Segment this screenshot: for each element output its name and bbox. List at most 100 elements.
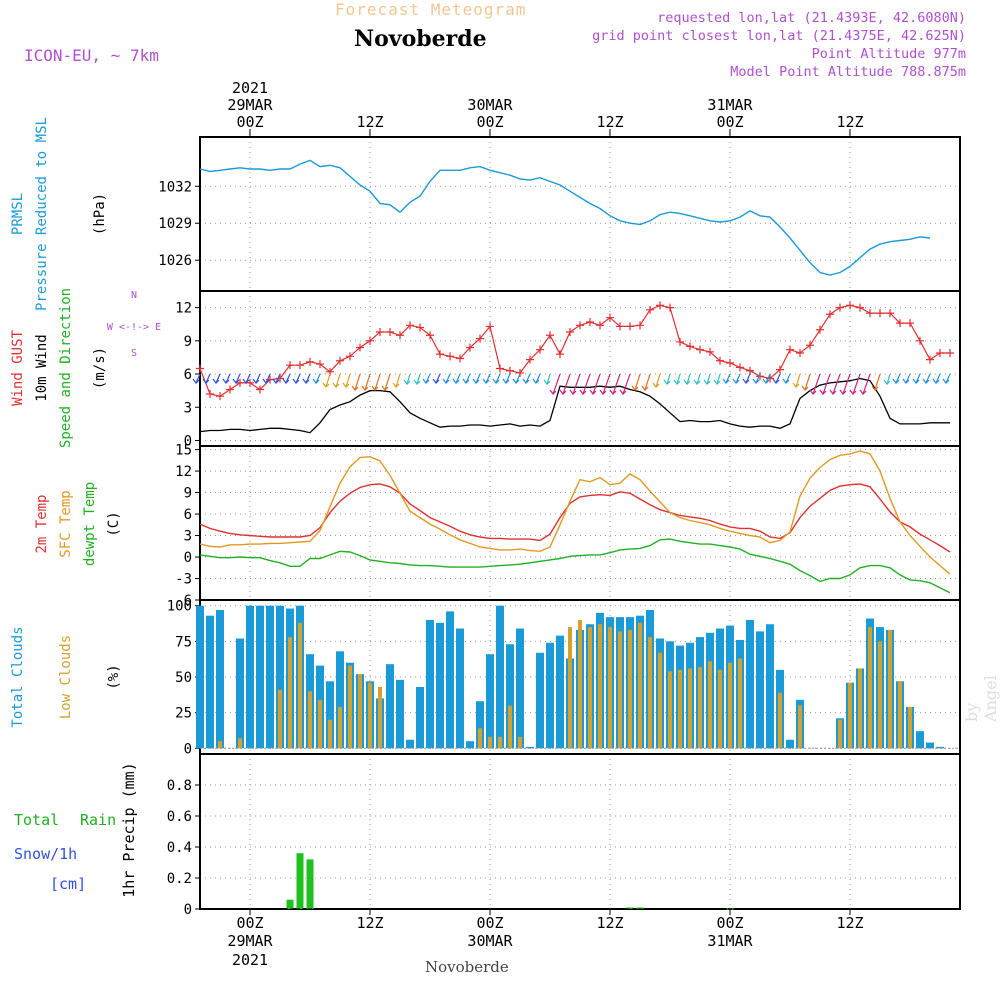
y-tick-label: 3	[184, 529, 192, 545]
top-date-label: 31MAR	[707, 96, 753, 114]
wind-arrow-head	[452, 378, 460, 384]
sfc-temp-label: SFC Temp	[58, 490, 74, 557]
total-cloud-bar	[386, 664, 394, 749]
total-cloud-bar	[446, 611, 454, 749]
snow-label: Snow/1h	[14, 845, 77, 863]
low-cloud-bar	[688, 668, 692, 749]
clouds-unit-label: (%)	[106, 664, 122, 689]
low-cloud-bar	[368, 682, 372, 749]
wind-gust-label: Wind GUST	[10, 330, 26, 406]
gust-marker	[896, 319, 904, 328]
gust-marker	[336, 356, 344, 365]
y-tick-label: 12	[175, 464, 192, 480]
gust-marker	[606, 313, 614, 322]
low-cloud-bar	[278, 689, 282, 749]
wind-arrow-head	[432, 378, 440, 384]
total-cloud-bar	[486, 654, 494, 749]
low-cloud-bar	[648, 637, 652, 749]
wind-arrow-head	[292, 378, 300, 384]
y-tick-label: 0.8	[167, 778, 192, 794]
wind-arrow-head	[871, 385, 879, 391]
gust-marker	[566, 327, 574, 336]
title-top: Forecast Meteogram	[335, 0, 527, 19]
y-tick-label: 3	[184, 400, 192, 416]
panel-frame	[199, 136, 961, 292]
wind-direction-arrow	[812, 373, 821, 395]
bottom-date-label: 29MAR	[227, 932, 273, 950]
gust-marker	[656, 301, 664, 310]
low-cloud-bar	[798, 705, 802, 749]
wind-arrow-head	[942, 378, 950, 384]
wind-direction-arrow	[374, 373, 381, 391]
wind-direction-arrow	[354, 373, 361, 391]
top-time-label: 00Z	[236, 113, 263, 131]
point-altitude: Point Altitude 977m	[811, 46, 966, 62]
wind-arrow-head	[332, 382, 340, 388]
total-clouds-label: Total Clouds	[10, 626, 26, 727]
low-cloud-bar	[318, 699, 322, 749]
wind-arrow-head	[713, 379, 721, 385]
pressure-msl-label: Pressure Reduced to MSL	[34, 117, 50, 311]
gust-marker	[846, 301, 854, 310]
low-cloud-bar	[348, 665, 352, 749]
wind-arrow-head	[609, 389, 617, 395]
low-cloud-bar	[338, 706, 342, 749]
wind-arrow-head	[262, 378, 270, 384]
y-tick-label: 15	[175, 443, 192, 459]
wind-direction-arrow	[364, 373, 371, 391]
wind-arrow-head	[883, 379, 891, 385]
wind-arrow-head	[342, 382, 350, 388]
y-tick-label: -6	[175, 593, 192, 609]
wind-arrow-head	[212, 378, 220, 384]
wind-arrow-head	[663, 379, 671, 385]
wind-arrow-head	[371, 385, 379, 391]
wind-arrow-head	[589, 389, 597, 395]
low-cloud-bar	[898, 681, 902, 749]
wind-direction-arrow	[325, 373, 331, 388]
low-cloud-bar	[308, 691, 312, 749]
wind-arrow-head	[722, 378, 730, 384]
y-tick-label: 0	[184, 902, 192, 918]
gust-marker	[236, 378, 244, 387]
gust-marker	[386, 327, 394, 336]
bottom-time-label: 12Z	[356, 914, 383, 932]
wind-direction-arrow	[852, 373, 861, 395]
wind-arrow-head	[742, 378, 750, 384]
wind-direction-arrow	[822, 373, 831, 395]
y-tick-label: 1029	[158, 216, 192, 232]
wind-arrow-head	[502, 378, 510, 384]
wind-arrow-head	[532, 378, 540, 384]
total-cloud-bar	[456, 628, 464, 749]
gust-marker	[506, 366, 514, 375]
wind-direction-arrow	[795, 373, 801, 388]
compass-north: N	[131, 290, 137, 301]
gust-marker	[796, 349, 804, 357]
total-cloud-bar	[206, 615, 214, 749]
gust-marker	[296, 361, 304, 370]
precip-bar	[306, 859, 314, 909]
gust-marker	[286, 361, 294, 370]
wind-arrow-head	[549, 389, 557, 395]
wind-arrow-head	[922, 378, 930, 384]
low-cloud-bar	[628, 629, 632, 749]
wind-arrow-head	[652, 382, 660, 388]
wind-arrow-head	[579, 389, 587, 395]
wind-arrow-head	[522, 378, 530, 384]
total-cloud-bar	[496, 605, 504, 749]
low-cloud-bar	[568, 627, 572, 749]
gust-marker	[516, 368, 524, 377]
wind-direction-arrow	[862, 373, 871, 395]
wind-direction-arrow	[395, 373, 401, 388]
compass-south: S	[131, 348, 137, 359]
top-time-label: 12Z	[596, 113, 623, 131]
gust-marker	[886, 309, 894, 318]
low-cloud-bar	[678, 669, 682, 749]
low-cloud-bar	[328, 719, 332, 749]
wind-direction-arrow	[406, 373, 411, 385]
wind-arrow-head	[859, 389, 867, 395]
wind-arrow-head	[381, 385, 389, 391]
gust-marker	[426, 331, 434, 340]
gust-marker	[926, 355, 934, 364]
total-cloud-bar	[396, 679, 404, 749]
